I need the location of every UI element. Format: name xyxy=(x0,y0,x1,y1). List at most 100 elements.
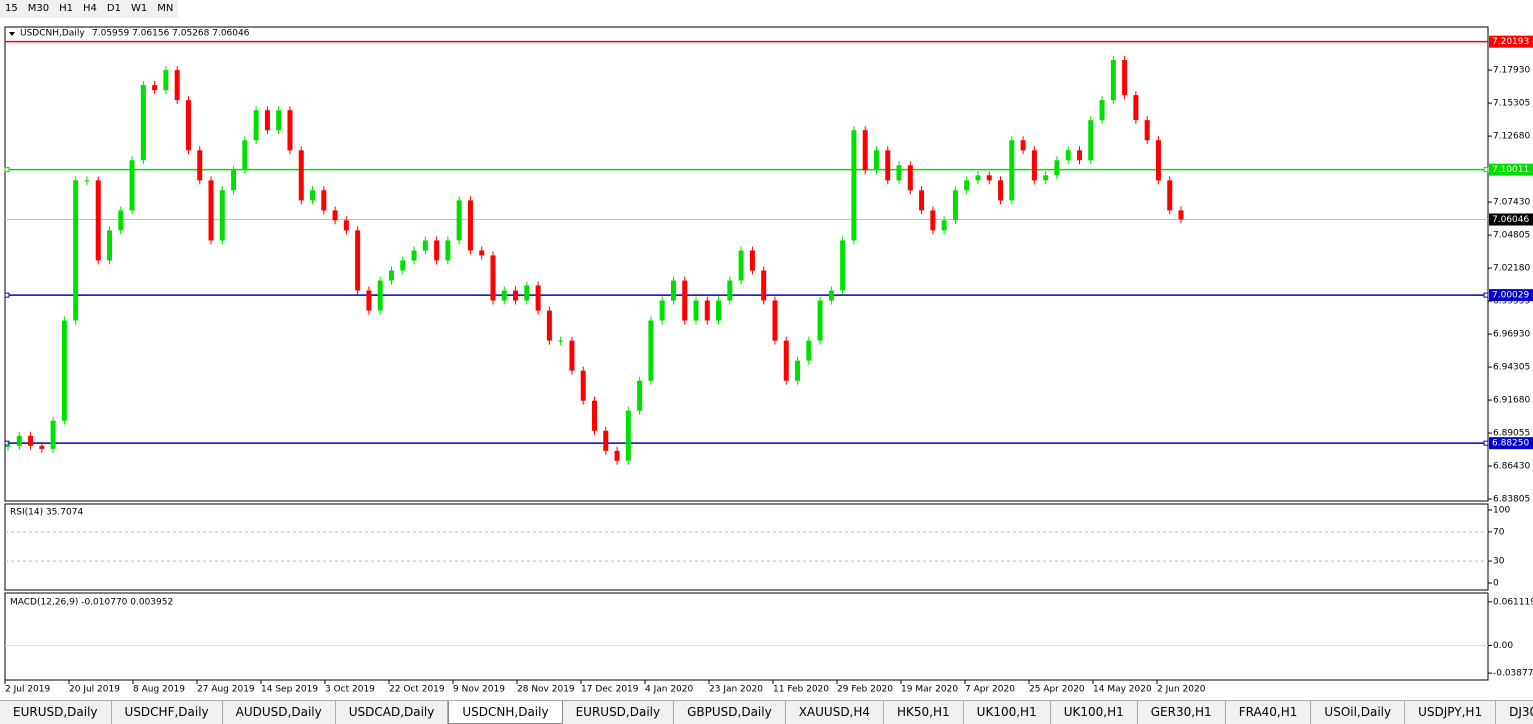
candle xyxy=(851,130,857,241)
chart-tab[interactable]: USDCNH,Daily xyxy=(448,701,563,724)
level-label: 7.00029 xyxy=(1492,291,1529,301)
chart-tab[interactable]: UK100,H1 xyxy=(1051,701,1138,724)
candle xyxy=(185,100,191,151)
candle xyxy=(50,420,56,449)
candle xyxy=(795,360,801,381)
chart-tabs: EURUSD,Daily USDCHF,Daily AUDUSD,Daily USDC… xyxy=(0,700,1533,724)
chart-tab[interactable]: FRA40,H1 xyxy=(1226,701,1312,724)
x-tick-label: 8 Aug 2019 xyxy=(133,685,185,695)
quote: 7.05959 7.06156 7.05268 7.06046 xyxy=(92,29,250,39)
chart-tab[interactable]: USDCAD,Daily xyxy=(336,701,449,724)
candle xyxy=(174,70,180,101)
y-tick-label: 7.12680 xyxy=(1493,132,1530,142)
candle xyxy=(569,340,575,371)
candle xyxy=(287,110,293,151)
candle xyxy=(727,280,733,301)
candle xyxy=(1009,140,1015,201)
x-tick-label: 2 Jun 2020 xyxy=(1157,685,1206,695)
macd-label: MACD(12,26,9) -0.010770 0.003952 xyxy=(10,598,173,608)
x-tick-label: 14 May 2020 xyxy=(1093,685,1152,695)
rsi-label: RSI(14) 35.7074 xyxy=(10,508,83,518)
candle xyxy=(524,285,530,301)
candle xyxy=(862,130,868,171)
chart-tab[interactable]: USDJPY,H1 xyxy=(1405,701,1497,724)
x-tick-label: 19 Mar 2020 xyxy=(901,685,958,695)
candle xyxy=(930,210,936,231)
x-tick-label: 4 Jan 2020 xyxy=(645,685,693,695)
chart-tab[interactable]: AUDUSD,Daily xyxy=(223,701,336,724)
chart-tab[interactable]: DJ30,H1 xyxy=(1496,701,1533,724)
y-tick-label: 6.91680 xyxy=(1493,396,1530,406)
timeframe-button[interactable]: D1 xyxy=(106,3,121,14)
chart-tab[interactable]: USOil,Daily xyxy=(1311,701,1406,724)
chart-tab[interactable]: USDCHF,Daily xyxy=(112,701,223,724)
chart-tab[interactable]: EURUSD,Daily xyxy=(563,701,675,724)
y-tick-label: 0 xyxy=(1493,578,1499,588)
level-handle xyxy=(1483,167,1489,173)
candle xyxy=(377,280,383,311)
x-tick-label: 28 Nov 2019 xyxy=(517,685,575,695)
chart-tab[interactable]: UK100,H1 xyxy=(964,701,1051,724)
candle xyxy=(366,290,372,311)
candle xyxy=(219,190,225,241)
timeframe-button[interactable]: M30 xyxy=(27,3,50,14)
chart-tab[interactable]: XAUUSD,H4 xyxy=(786,701,885,724)
candle xyxy=(592,400,597,431)
candle xyxy=(975,175,981,181)
candle xyxy=(152,85,158,91)
timeframe-button[interactable]: H4 xyxy=(82,3,97,14)
x-tick-label: 2 Jul 2019 xyxy=(5,685,50,695)
candle xyxy=(682,280,688,321)
candle xyxy=(422,240,428,251)
candle xyxy=(61,320,67,421)
candle xyxy=(400,260,406,271)
timeframe-button[interactable]: W1 xyxy=(130,3,148,14)
candle xyxy=(558,340,564,342)
x-tick-label: 27 Aug 2019 xyxy=(197,685,255,695)
y-tick-label: 0.061119 xyxy=(1493,597,1533,607)
candle xyxy=(1122,60,1128,96)
chart-tab[interactable]: EURUSD,Daily xyxy=(0,701,112,724)
chart-tab[interactable]: GBPUSD,Daily xyxy=(674,701,786,724)
timeframe-button[interactable]: 15 xyxy=(5,3,18,14)
candle xyxy=(129,160,135,211)
candle xyxy=(1088,120,1094,161)
timeframe-button[interactable]: MN xyxy=(157,3,174,14)
candle xyxy=(716,300,722,321)
candle xyxy=(1099,100,1105,121)
candle xyxy=(535,285,541,311)
candle xyxy=(964,180,970,191)
candle xyxy=(873,150,879,171)
y-tick-label: 7.17930 xyxy=(1493,66,1530,76)
level-handle xyxy=(4,292,10,298)
candle xyxy=(1133,95,1139,121)
timeframe-button[interactable]: H1 xyxy=(59,3,73,14)
candle xyxy=(321,190,327,211)
chart-tab[interactable]: GER30,H1 xyxy=(1138,701,1226,724)
candle xyxy=(276,110,282,131)
candle xyxy=(310,190,316,201)
candle xyxy=(5,445,11,447)
menu-arrow xyxy=(9,32,15,36)
x-tick-label: 9 Nov 2019 xyxy=(453,685,505,695)
chart-tab[interactable]: HK50,H1 xyxy=(884,701,964,724)
candle xyxy=(231,170,237,191)
level-box xyxy=(1489,437,1533,450)
chart: USDCNH,Daily 7.05959 7.06156 7.05268 7.0… xyxy=(4,26,1533,695)
y-tick-label: 6.96930 xyxy=(1493,330,1530,340)
candle xyxy=(343,220,349,231)
candle xyxy=(1167,180,1173,211)
x-tick-label: 14 Sep 2019 xyxy=(261,685,318,695)
candle xyxy=(772,300,778,341)
last-price-box xyxy=(1489,213,1533,226)
y-tick-label: 30 xyxy=(1493,557,1505,567)
y-tick-label: 100 xyxy=(1493,505,1510,515)
candle xyxy=(738,250,744,281)
y-tick-label: 7.15305 xyxy=(1493,99,1530,109)
candle xyxy=(885,150,891,181)
macd-frame xyxy=(4,592,1489,681)
y-tick-label: 6.83805 xyxy=(1493,495,1530,505)
symbol-title: USDCNH,Daily xyxy=(20,29,85,39)
candle xyxy=(456,200,462,241)
level-box xyxy=(1489,163,1533,176)
